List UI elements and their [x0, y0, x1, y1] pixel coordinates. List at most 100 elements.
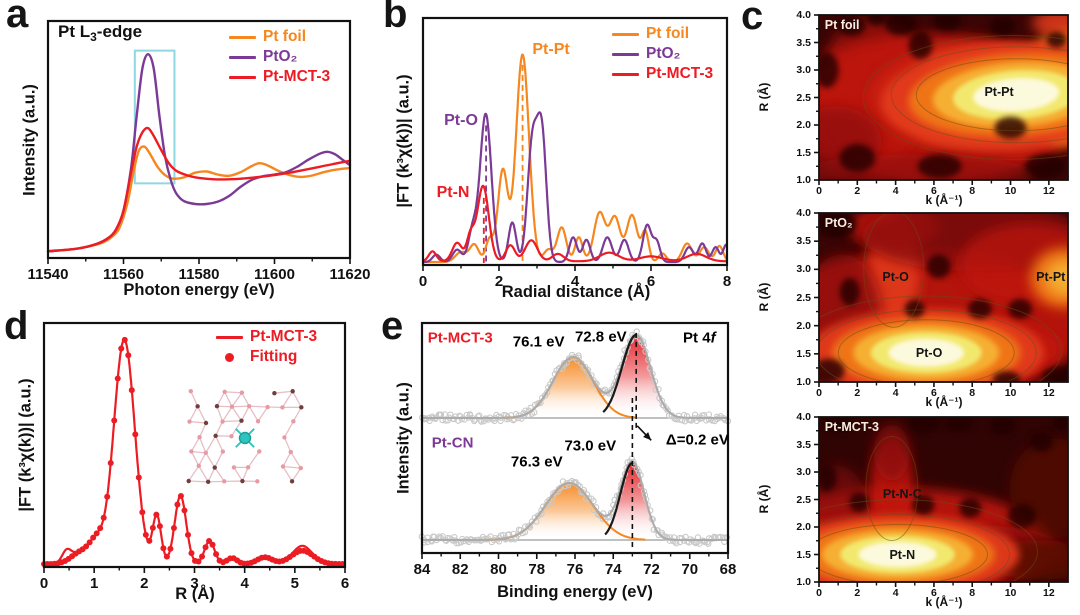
legend-label: Pt-MCT-3	[263, 68, 331, 85]
legend-line-swatch	[612, 32, 639, 36]
panel-c1-ylabel: R (Å)	[757, 82, 771, 112]
y-tick-label: 3.5	[796, 36, 811, 49]
legend-line-swatch	[612, 52, 639, 56]
x-tick-label: 5	[290, 575, 299, 592]
y-tick-label: 4.0	[796, 207, 811, 219]
y-tick-label: 1.0	[796, 576, 811, 588]
x-tick-label: 82	[451, 561, 469, 578]
y-tick-label: 4.0	[796, 9, 811, 21]
panel-a-ylabel: Intensity (a.u.)	[20, 84, 39, 196]
x-tick-label: 4	[892, 587, 899, 599]
contour-feature-label: Pt-N	[889, 547, 916, 562]
legend-item: PtO₂	[612, 44, 713, 64]
contour-feature-label: Pt-Pt	[984, 85, 1014, 99]
legend-label: PtO₂	[646, 45, 681, 62]
delta-annotation: Δ=0.2 eV	[665, 431, 729, 449]
y-tick-label: 2.0	[796, 119, 811, 131]
x-tick-label: 8	[969, 185, 976, 197]
legend-label: Pt-MCT-3	[250, 328, 318, 345]
contour-feature-label: Pt-O	[915, 345, 943, 360]
panel-e-xlabel: Binding energy (eV)	[497, 583, 653, 601]
x-tick-label: 2	[854, 387, 861, 399]
x-tick-label: 11600	[254, 266, 295, 283]
x-tick-label: 68	[719, 561, 737, 578]
peak-energy-label: 76.3 eV	[510, 453, 563, 471]
contour-feature-label: Pt-O	[882, 269, 909, 284]
panel-d-xlabel: R (Å)	[175, 585, 215, 603]
contour-sample-label: PtO₂	[824, 216, 853, 231]
panel-a-legend: Pt foil PtO₂ Pt-MCT-3	[229, 27, 330, 87]
x-tick-label: 12	[1043, 185, 1055, 197]
panel-e-ylabel: Intensity (a.u.)	[394, 382, 413, 494]
x-tick-label: 70	[681, 561, 699, 578]
x-tick-label: 2	[854, 587, 861, 599]
x-tick-label: 4	[892, 185, 899, 197]
x-tick-label: 72	[643, 561, 660, 578]
x-tick-label: 0	[39, 575, 49, 592]
legend-label: Pt foil	[646, 25, 690, 42]
y-tick-label: 2.0	[796, 319, 811, 332]
y-tick-label: 1.0	[796, 376, 811, 388]
legend-label: Fitting	[250, 348, 298, 365]
panel-d-ylabel: |FT (k³χ(k))| (a.u.)	[16, 378, 35, 512]
panel-d-legend: Pt-MCT-3 Fitting	[216, 327, 317, 367]
panel-c3-xlabel: k (Å⁻¹)	[925, 595, 963, 609]
peak-energy-label: 72.8 eV	[574, 328, 627, 346]
x-tick-label: 2	[140, 575, 149, 592]
x-tick-label: 11560	[103, 266, 144, 283]
x-tick-label: 0	[418, 273, 428, 290]
legend-label: Pt-MCT-3	[646, 65, 714, 82]
panel-c1-xlabel: k (Å⁻¹)	[925, 193, 963, 207]
x-tick-label: 11620	[329, 266, 371, 283]
y-tick-label: 3.0	[796, 466, 811, 478]
y-tick-label: 1.5	[796, 146, 811, 159]
x-tick-label: 4	[240, 575, 249, 592]
y-tick-label: 2.0	[796, 521, 811, 533]
panel-b-ylabel: |FT (k³χ(k))| (a.u.)	[394, 74, 413, 208]
x-tick-label: 6	[931, 185, 937, 197]
peak-annotation: Pt-O	[444, 111, 478, 129]
x-tick-label: 3	[190, 575, 199, 592]
panel-letter-e: e	[381, 304, 404, 348]
contour-feature-label: Pt-Pt	[1036, 269, 1066, 284]
legend-item: Pt-MCT-3	[229, 67, 330, 87]
y-tick-label: 1.5	[796, 548, 811, 561]
x-tick-label: 2	[854, 185, 861, 197]
x-tick-label: 1	[89, 575, 99, 592]
contour-sample-label: Pt-MCT-3	[824, 419, 879, 434]
contour-feature-label: Pt-N-C	[882, 487, 922, 501]
peak-annotation: Pt-N	[436, 183, 470, 201]
legend-item: PtO₂	[229, 47, 330, 67]
legend-line-swatch	[229, 55, 256, 59]
y-tick-label: 3.5	[796, 438, 811, 451]
x-tick-label: 12	[1043, 387, 1055, 399]
panel-c2-ylabel: R (Å)	[757, 282, 771, 312]
x-tick-label: 0	[816, 387, 822, 399]
peak-annotation: Pt-Pt	[532, 41, 570, 59]
y-tick-label: 2.5	[796, 91, 811, 104]
contour-sample-label: Pt foil	[824, 17, 860, 32]
x-tick-label: 6	[931, 387, 937, 399]
legend-line-swatch	[216, 335, 243, 339]
x-tick-label: 8	[969, 587, 976, 599]
panel-b-xlabel: Radial distance (Å)	[501, 283, 651, 301]
legend-line-swatch	[229, 75, 256, 79]
title-pre: Pt L	[58, 22, 91, 41]
x-tick-label: 74	[604, 561, 622, 578]
panel-c2-xlabel: k (Å⁻¹)	[925, 395, 963, 409]
y-tick-label: 1.0	[796, 174, 811, 186]
peak-energy-label: 73.0 eV	[564, 437, 617, 455]
y-tick-label: 2.5	[796, 291, 811, 304]
legend-item: Pt-MCT-3	[216, 327, 317, 347]
panel-letter-b: b	[383, 0, 408, 36]
x-tick-label: 0	[816, 185, 822, 197]
x-tick-label: 10	[1004, 387, 1017, 399]
spectrum-name-label: Pt-CN	[431, 434, 474, 452]
legend-line-swatch	[612, 72, 639, 76]
legend-item: Fitting	[216, 347, 317, 367]
x-tick-label: 8	[722, 273, 732, 290]
title-sub: 3	[90, 30, 97, 44]
x-tick-label: 6	[340, 575, 350, 592]
y-tick-label: 2.5	[796, 493, 811, 506]
